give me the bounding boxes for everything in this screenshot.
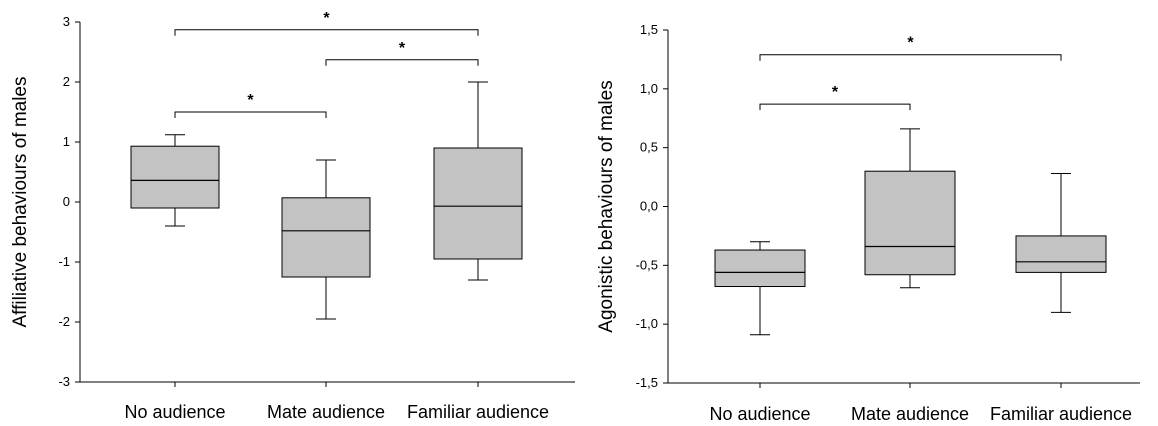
box-iqr bbox=[864, 170, 956, 276]
y-tick-label: -0,5 bbox=[636, 257, 658, 272]
significance-bracket bbox=[759, 103, 911, 111]
x-category-label: No audience bbox=[709, 404, 810, 424]
y-axis-title: Agonistic behaviours of males bbox=[596, 80, 617, 332]
significance-bracket bbox=[174, 29, 479, 36]
y-tick-label: 0,0 bbox=[640, 199, 658, 214]
y-tick-label: 2 bbox=[63, 74, 70, 89]
x-category-label: Mate audience bbox=[267, 402, 385, 422]
y-axis-title: Affiliative behaviours of males bbox=[10, 77, 31, 328]
significance-asterisk: * bbox=[323, 10, 330, 27]
y-tick-label: 0 bbox=[63, 194, 70, 209]
significance-asterisk: * bbox=[399, 40, 406, 57]
significance-asterisk: * bbox=[832, 84, 839, 101]
y-tick-label: 1,5 bbox=[640, 22, 658, 37]
y-tick-label: -3 bbox=[58, 374, 70, 389]
significance-asterisk: * bbox=[247, 92, 254, 109]
y-tick-label: 0,5 bbox=[640, 140, 658, 155]
y-tick-label: 1 bbox=[63, 134, 70, 149]
significance-asterisk: * bbox=[907, 35, 914, 52]
x-category-label: Familiar audience bbox=[407, 402, 549, 422]
y-tick-label: -1,0 bbox=[636, 316, 658, 331]
y-tick-label: -1,5 bbox=[636, 375, 658, 390]
significance-bracket bbox=[759, 54, 1062, 61]
y-tick-label: -2 bbox=[58, 314, 70, 329]
box-iqr bbox=[714, 249, 806, 288]
box-iqr bbox=[1015, 235, 1107, 273]
significance-bracket bbox=[325, 59, 479, 66]
y-tick-label: -1 bbox=[58, 254, 70, 269]
box-iqr bbox=[130, 145, 220, 209]
x-category-label: Familiar audience bbox=[990, 404, 1132, 424]
significance-bracket bbox=[174, 111, 327, 118]
x-category-label: Mate audience bbox=[851, 404, 969, 424]
agonistic-boxplot-panel: -1,5 -1,0 -0,5 0,0 0,5 1,0 1,5 No audience Mate … bbox=[596, 22, 1140, 424]
y-tick-label: 1,0 bbox=[640, 81, 658, 96]
y-tick-label: 3 bbox=[63, 14, 70, 29]
box-iqr bbox=[433, 147, 523, 260]
box-iqr bbox=[281, 197, 371, 278]
x-category-label: No audience bbox=[124, 402, 225, 422]
affiliative-boxplot-panel: -3 -2 -1 0 1 2 3 No audience Mate audience Famili… bbox=[10, 10, 575, 422]
